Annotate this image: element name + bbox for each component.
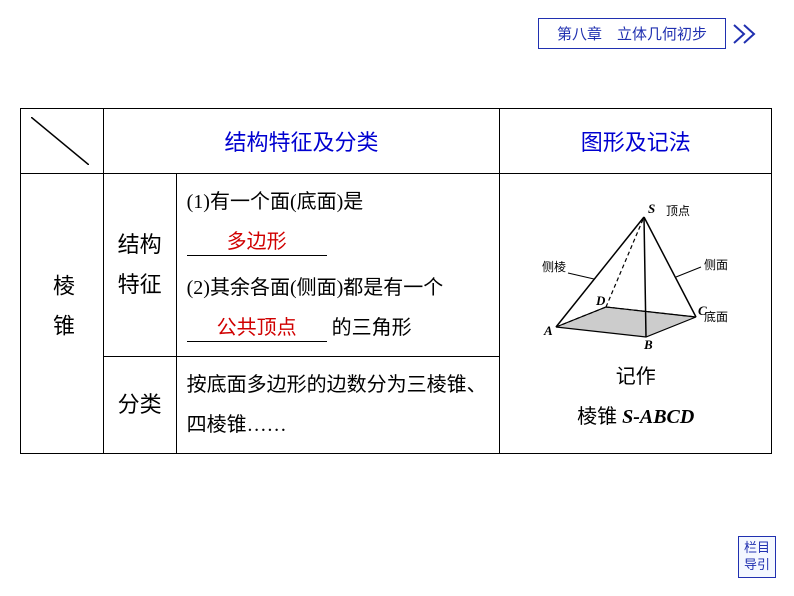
classification-cell: 按底面多边形的边数分为三棱锥、四棱锥…… bbox=[176, 357, 500, 454]
svg-text:底面: 底面 bbox=[704, 309, 728, 324]
nav-line2: 导引 bbox=[744, 557, 770, 574]
sub-label-structure: 结构特征 bbox=[103, 174, 176, 357]
chapter-banner: 第八章 立体几何初步 bbox=[538, 18, 764, 49]
svg-text:D: D bbox=[595, 293, 606, 308]
diagonal-header-cell bbox=[21, 109, 104, 174]
table-row: 棱锥 结构特征 (1)有一个面(底面)是 多边形 (2)其余各面(侧面)都是有一… bbox=[21, 174, 772, 357]
svg-text:B: B bbox=[643, 337, 653, 349]
header-figure: 图形及记法 bbox=[500, 109, 772, 174]
svg-text:C: C bbox=[698, 303, 707, 318]
figure-notation-2: 棱锥 S-ABCD bbox=[510, 397, 761, 437]
header-structure: 结构特征及分类 bbox=[103, 109, 500, 174]
svg-text:S: S bbox=[648, 201, 655, 216]
svg-text:顶点: 顶点 bbox=[666, 204, 690, 218]
feature-1: (1)有一个面(底面)是 多边形 bbox=[187, 182, 490, 262]
svg-text:侧棱: 侧棱 bbox=[542, 259, 566, 274]
row-label-cone: 棱锥 bbox=[21, 174, 104, 454]
svg-text:A: A bbox=[543, 323, 553, 338]
figure-cell: S 顶点 侧棱 侧面 底面 A B C D 记作 棱锥 S-ABCD bbox=[500, 174, 772, 454]
nav-line1: 栏目 bbox=[744, 540, 770, 557]
table-header-row: 结构特征及分类 图形及记法 bbox=[21, 109, 772, 174]
chapter-title: 第八章 立体几何初步 bbox=[538, 18, 726, 49]
blank-1: 多边形 bbox=[187, 229, 327, 256]
feature-cell: (1)有一个面(底面)是 多边形 (2)其余各面(侧面)都是有一个 公共顶点 的… bbox=[176, 174, 500, 357]
blank-2: 公共顶点 bbox=[187, 315, 327, 342]
feature-2: (2)其余各面(侧面)都是有一个 公共顶点 的三角形 bbox=[187, 268, 490, 348]
content-table: 结构特征及分类 图形及记法 棱锥 结构特征 (1)有一个面(底面)是 多边形 (… bbox=[20, 108, 772, 454]
double-chevron-right-icon bbox=[732, 23, 764, 45]
svg-text:侧面: 侧面 bbox=[704, 258, 728, 272]
nav-guide-button[interactable]: 栏目 导引 bbox=[738, 536, 776, 578]
sub-label-classification: 分类 bbox=[103, 357, 176, 454]
figure-notation-1: 记作 bbox=[510, 357, 761, 397]
pyramid-diagram-icon: S 顶点 侧棱 侧面 底面 A B C D bbox=[526, 199, 746, 349]
